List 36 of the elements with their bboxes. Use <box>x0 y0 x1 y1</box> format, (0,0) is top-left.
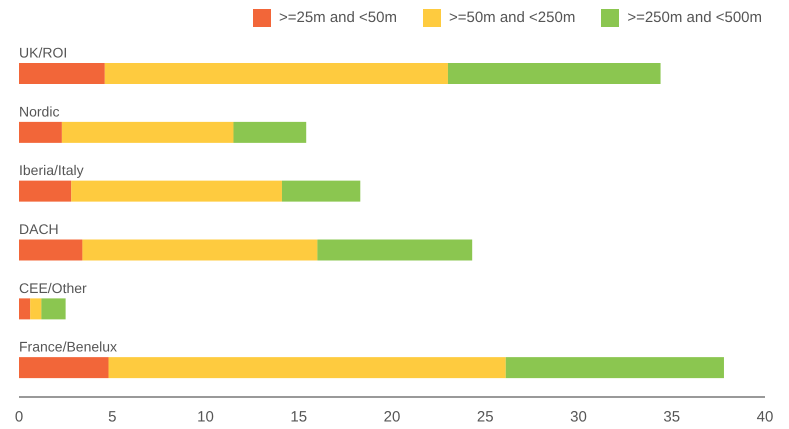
y-tick-label: CEE/Other <box>19 280 88 296</box>
x-tick-label: 40 <box>756 408 774 426</box>
x-tick-label: 30 <box>570 408 587 426</box>
x-tick-label: 15 <box>290 408 308 426</box>
bar <box>19 180 72 202</box>
y-tick-label: UK/ROI <box>19 44 68 60</box>
x-tick-label: 0 <box>14 408 24 426</box>
bar <box>104 63 448 84</box>
legend-label: >=250m and <500m <box>627 9 762 26</box>
bar <box>62 122 234 143</box>
legend-label: >=50m and <250m <box>448 9 576 26</box>
bar <box>19 240 82 260</box>
bar <box>448 63 661 84</box>
bar <box>19 122 62 143</box>
bar <box>108 357 506 378</box>
bar <box>282 180 360 202</box>
bar <box>82 240 318 260</box>
x-tick-label: 10 <box>197 408 214 426</box>
bar <box>317 240 472 260</box>
legend-label: >=25m and <50m <box>278 9 397 26</box>
y-tick-label: Iberia/Italy <box>19 162 84 178</box>
y-tick-label: France/Benelux <box>19 338 118 355</box>
y-tick-label: Nordic <box>19 103 60 120</box>
x-tick-label: 25 <box>476 408 494 426</box>
bar <box>71 180 282 202</box>
y-tick-label: DACH <box>19 220 59 237</box>
bar <box>19 357 109 378</box>
x-tick-label: 20 <box>384 408 400 426</box>
bar <box>41 298 66 320</box>
x-tick-label: 5 <box>108 408 116 426</box>
bar <box>19 63 105 84</box>
bar <box>233 122 306 143</box>
bar <box>19 298 30 320</box>
bar <box>30 298 42 320</box>
bar <box>506 357 724 378</box>
x-tick-label: 35 <box>663 408 680 426</box>
